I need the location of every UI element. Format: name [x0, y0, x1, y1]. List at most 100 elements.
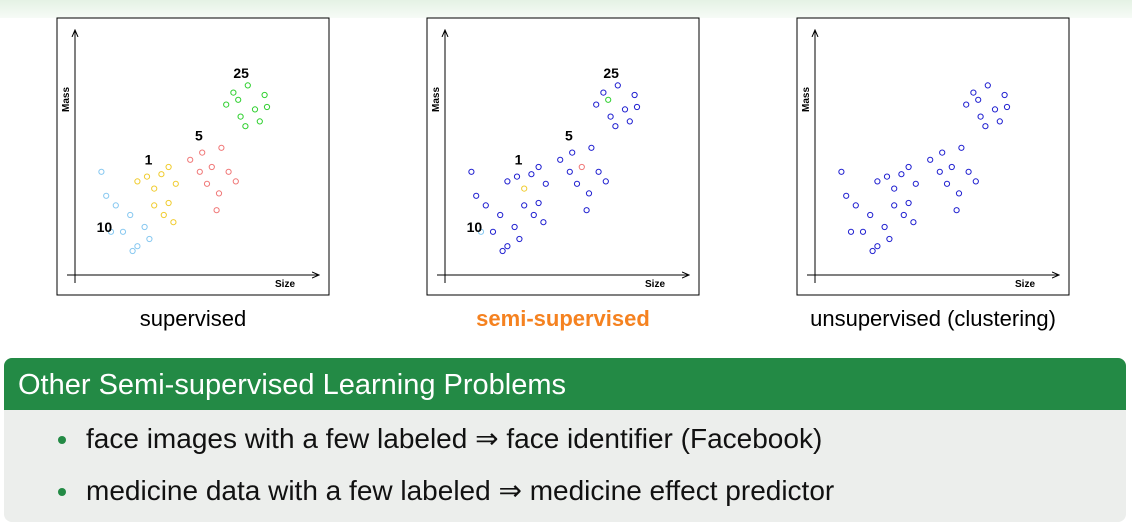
- data-point: [881, 223, 888, 231]
- data-point: [943, 180, 951, 187]
- data-point: [513, 173, 521, 180]
- data-point: [891, 202, 898, 209]
- data-point: [982, 123, 989, 130]
- data-point: [187, 156, 194, 163]
- data-point: [477, 228, 485, 235]
- data-point: [98, 168, 105, 175]
- data-point: [1001, 91, 1008, 99]
- data-point: [521, 185, 528, 192]
- data-point: [530, 211, 537, 219]
- data-point: [263, 103, 271, 111]
- data-point: [843, 192, 850, 199]
- data-point: [172, 180, 179, 187]
- data-point: [528, 171, 535, 178]
- data-point: [208, 163, 215, 171]
- data-point: [256, 118, 263, 125]
- data-point: [991, 106, 999, 113]
- data-point: [497, 211, 504, 219]
- data-point: [261, 91, 268, 99]
- data-point: [242, 123, 249, 130]
- annotation: 25: [233, 65, 249, 81]
- data-point: [473, 192, 480, 199]
- data-point: [927, 156, 934, 163]
- caption: semi-supervised: [476, 306, 650, 331]
- data-point: [585, 190, 593, 197]
- data-point: [898, 171, 905, 178]
- data-point: [607, 113, 614, 120]
- plot-frame: [426, 17, 700, 296]
- top-bar: [0, 0, 1132, 18]
- data-point: [905, 163, 912, 171]
- data-point: [963, 101, 970, 108]
- data-point: [605, 96, 612, 103]
- annotation: 10: [467, 219, 483, 235]
- data-point: [869, 247, 876, 255]
- data-point: [542, 180, 549, 187]
- x-axis-label: Size: [645, 279, 665, 290]
- data-point: [112, 202, 119, 209]
- data-point: [143, 173, 151, 180]
- data-point: [965, 168, 972, 175]
- data-point: [600, 89, 607, 96]
- data-point: [867, 211, 874, 219]
- data-point: [107, 228, 115, 235]
- data-point: [160, 211, 167, 219]
- data-point: [511, 223, 518, 231]
- plot-frame: [796, 17, 1070, 296]
- data-point: [900, 211, 907, 219]
- data-point: [235, 96, 242, 103]
- data-point: [593, 101, 600, 108]
- data-point: [468, 168, 475, 175]
- block-title: Other Semi-supervised Learning Problems: [18, 369, 566, 401]
- data-point: [614, 82, 621, 89]
- data-point: [905, 199, 912, 207]
- data-point: [504, 243, 511, 250]
- data-point: [958, 144, 965, 151]
- data-point: [151, 185, 158, 192]
- data-point: [199, 149, 206, 156]
- annotation: 5: [195, 128, 203, 144]
- annotation: 1: [515, 152, 523, 168]
- data-point: [996, 118, 1003, 125]
- data-point: [939, 149, 946, 156]
- data-point: [602, 178, 609, 185]
- data-point: [165, 199, 172, 207]
- bullet: [58, 436, 66, 444]
- data-point: [948, 163, 955, 171]
- data-point: [621, 106, 629, 113]
- y-axis-label: Mass: [61, 87, 72, 112]
- bullet-text: face images with a few labeled ⇒ face id…: [86, 423, 822, 454]
- data-point: [583, 207, 590, 214]
- data-point: [170, 219, 177, 226]
- data-point: [975, 96, 982, 103]
- data-point: [127, 211, 134, 219]
- annotation: 25: [603, 65, 619, 81]
- data-point: [129, 247, 136, 255]
- data-point: [633, 103, 641, 111]
- bullet: [58, 488, 66, 496]
- data-point: [151, 202, 158, 209]
- data-point: [203, 180, 211, 187]
- data-point: [215, 190, 223, 197]
- data-point: [838, 168, 845, 175]
- data-point: [972, 178, 979, 185]
- data-point: [213, 207, 220, 214]
- data-point: [955, 190, 963, 197]
- data-point: [232, 178, 239, 185]
- data-point: [557, 156, 564, 163]
- data-point: [852, 202, 859, 209]
- data-point: [569, 149, 576, 156]
- annotation: 10: [97, 219, 113, 235]
- data-point: [874, 243, 881, 250]
- data-point: [244, 82, 251, 89]
- data-point: [883, 173, 891, 180]
- data-point: [912, 180, 919, 187]
- data-point: [218, 144, 225, 151]
- data-point: [936, 168, 943, 175]
- data-point: [847, 228, 855, 235]
- annotation: 1: [145, 152, 153, 168]
- data-point: [631, 91, 638, 99]
- data-point: [566, 168, 573, 175]
- data-point: [516, 235, 523, 243]
- data-point: [535, 163, 542, 171]
